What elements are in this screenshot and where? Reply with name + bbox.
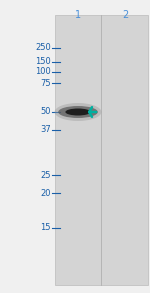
Bar [55, 15, 148, 285]
Text: 25: 25 [40, 171, 51, 180]
Ellipse shape [65, 108, 91, 115]
Text: 2: 2 [122, 10, 128, 20]
Ellipse shape [58, 106, 98, 118]
Text: 100: 100 [35, 67, 51, 76]
Text: 50: 50 [40, 108, 51, 117]
Text: 250: 250 [35, 43, 51, 52]
Text: 150: 150 [35, 57, 51, 67]
Ellipse shape [55, 103, 101, 121]
Text: 20: 20 [40, 188, 51, 197]
Text: 15: 15 [40, 224, 51, 233]
Text: 37: 37 [40, 125, 51, 134]
Text: 1: 1 [75, 10, 81, 20]
Text: 75: 75 [40, 79, 51, 88]
